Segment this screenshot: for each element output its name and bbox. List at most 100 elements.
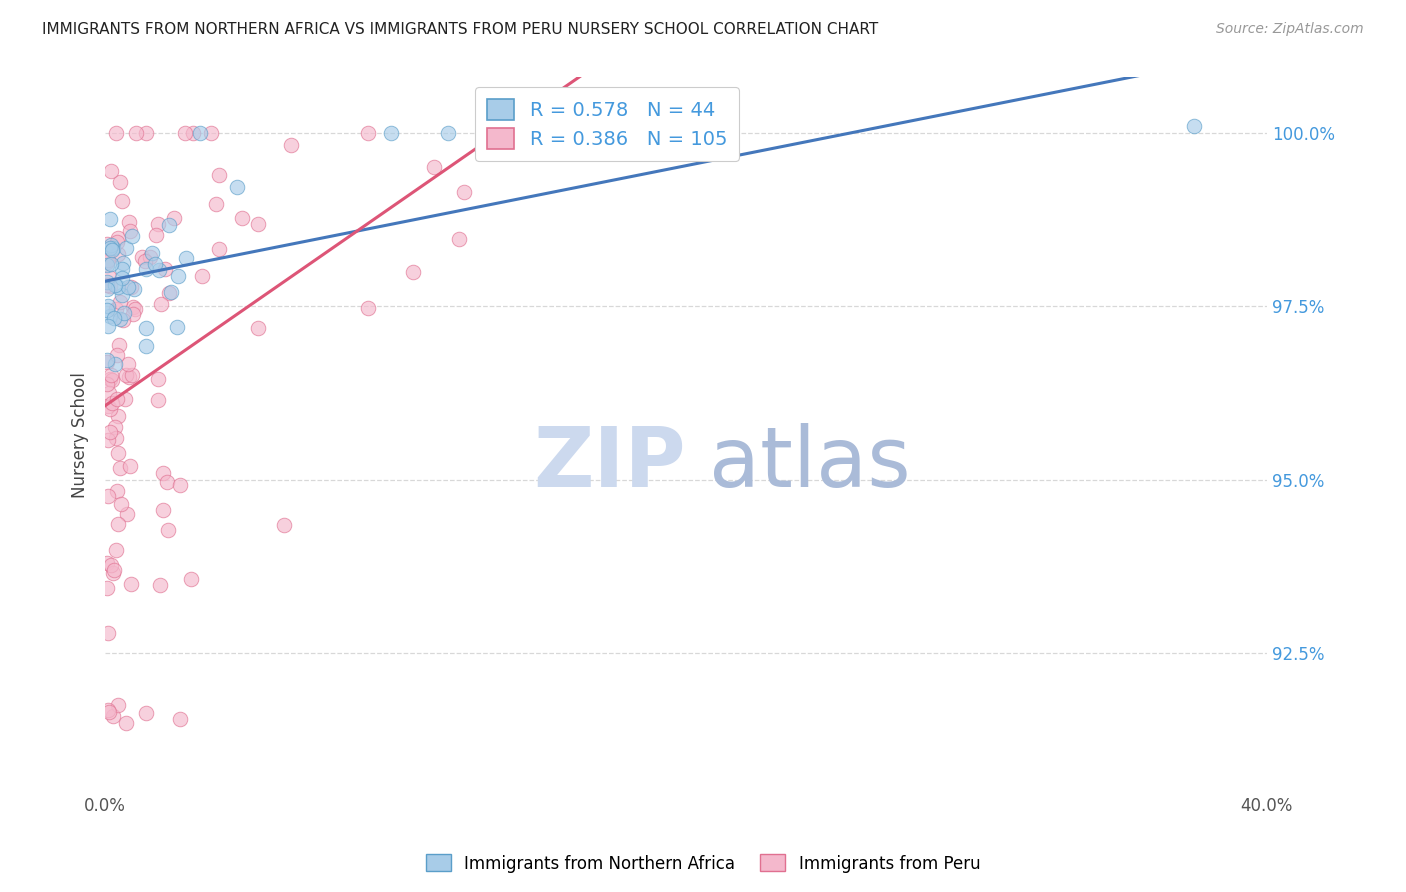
Point [190, 268, 212, 283]
Point [108, 338, 131, 352]
Point [111, 256, 134, 270]
Point [98, 211, 121, 226]
Point [152, 503, 174, 517]
Point [181, 126, 204, 140]
Point [111, 271, 134, 285]
Point [122, 300, 145, 314]
Point [124, 301, 146, 316]
Point [98, 241, 121, 255]
Point [107, 231, 129, 245]
Point [96, 255, 118, 269]
Point [108, 294, 131, 309]
Point [120, 458, 142, 473]
Point [98, 705, 121, 719]
Point [139, 250, 162, 264]
Point [104, 357, 127, 371]
Point [97, 253, 120, 268]
Point [402, 265, 425, 279]
Point [108, 176, 131, 190]
Point [380, 126, 402, 140]
Point [107, 517, 129, 532]
Point [105, 392, 128, 406]
Point [204, 197, 226, 211]
Point [247, 218, 270, 232]
Point [100, 257, 122, 271]
Legend: Immigrants from Northern Africa, Immigrants from Peru: Immigrants from Northern Africa, Immigra… [419, 847, 987, 880]
Point [104, 302, 127, 317]
Point [107, 279, 129, 293]
Point [112, 313, 135, 327]
Point [200, 126, 222, 140]
Point [180, 572, 202, 586]
Point [96, 377, 118, 392]
Point [174, 126, 197, 140]
Point [120, 577, 142, 591]
Point [105, 543, 128, 558]
Point [159, 285, 181, 300]
Point [110, 497, 132, 511]
Point [103, 566, 125, 580]
Legend: R = 0.578   N = 44, R = 0.386   N = 105: R = 0.578 N = 44, R = 0.386 N = 105 [475, 87, 738, 161]
Point [107, 446, 129, 460]
Point [110, 460, 132, 475]
Point [96, 581, 118, 595]
Point [155, 262, 177, 277]
Point [101, 374, 124, 388]
Point [98, 309, 121, 323]
Point [118, 369, 141, 384]
Point [103, 278, 125, 293]
Point [152, 466, 174, 480]
Point [160, 285, 183, 300]
Point [105, 348, 128, 362]
Point [145, 227, 167, 242]
Point [115, 368, 138, 383]
Point [148, 263, 170, 277]
Point [101, 240, 124, 254]
Point [100, 243, 122, 257]
Point [135, 706, 157, 720]
Point [423, 160, 446, 174]
Text: ZIP: ZIP [533, 423, 686, 504]
Point [149, 296, 172, 310]
Point [117, 357, 139, 371]
Point [97, 318, 120, 333]
Point [96, 355, 118, 369]
Point [98, 372, 121, 386]
Point [176, 252, 198, 266]
Point [100, 164, 122, 178]
Point [273, 517, 295, 532]
Point [96, 258, 118, 272]
Point [447, 232, 470, 246]
Point [157, 218, 180, 232]
Point [104, 420, 127, 434]
Y-axis label: Nursery School: Nursery School [72, 372, 89, 498]
Point [437, 126, 460, 140]
Point [121, 368, 143, 383]
Point [156, 523, 179, 537]
Point [100, 558, 122, 573]
Point [97, 703, 120, 717]
Point [98, 425, 121, 440]
Point [167, 268, 190, 283]
Point [96, 352, 118, 367]
Point [208, 242, 231, 256]
Point [100, 368, 122, 382]
Point [146, 217, 169, 231]
Point [453, 185, 475, 199]
Point [135, 126, 157, 140]
Point [105, 431, 128, 445]
Point [115, 507, 138, 521]
Point [101, 709, 124, 723]
Point [104, 126, 127, 140]
Point [169, 477, 191, 491]
Point [162, 211, 184, 225]
Point [97, 269, 120, 284]
Point [100, 238, 122, 252]
Point [121, 279, 143, 293]
Point [98, 278, 121, 293]
Point [108, 312, 131, 326]
Point [134, 254, 156, 268]
Point [96, 556, 118, 570]
Point [112, 306, 135, 320]
Point [100, 396, 122, 410]
